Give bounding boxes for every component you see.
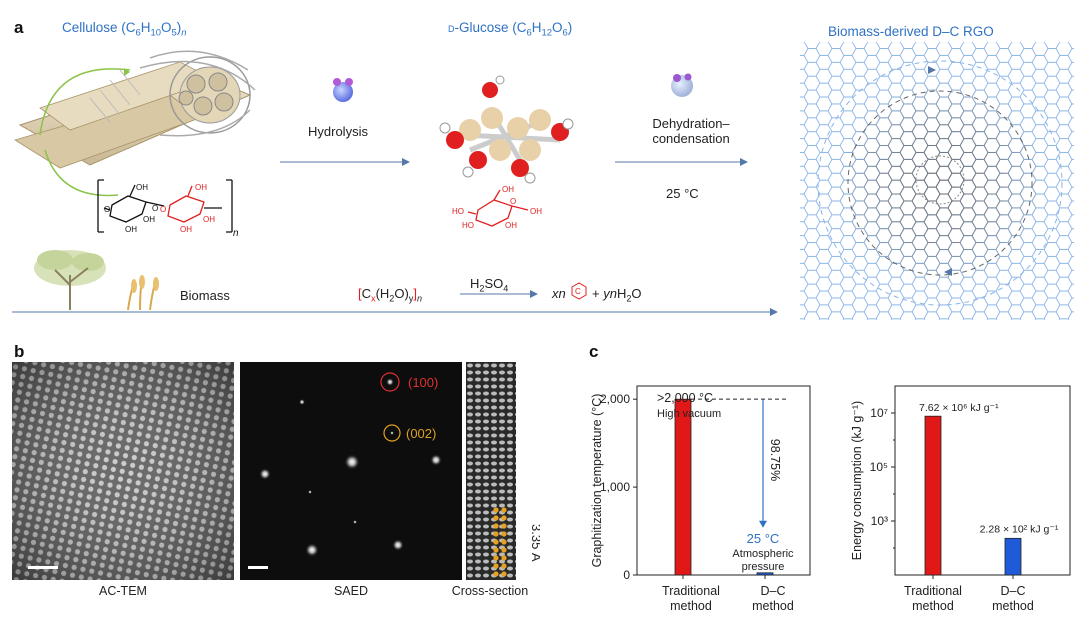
panel-a-letter: a — [14, 18, 24, 37]
svg-text:OH: OH — [530, 207, 542, 216]
svg-text:HO: HO — [452, 207, 464, 216]
glucose-structure — [467, 189, 529, 227]
bar-traditional — [924, 415, 942, 576]
annotation-low-condition: pressure — [742, 561, 785, 573]
biomass-tree-icon — [34, 250, 106, 310]
rgo-title: Biomass-derived D–C RGO — [828, 24, 994, 39]
x-tick-label: method — [912, 599, 954, 613]
acid-label: H2SO4 — [470, 276, 509, 294]
rgo-lattice — [800, 42, 1074, 320]
saed-image: (100) (002) — [240, 362, 462, 580]
x-tick-label: D–C — [760, 584, 785, 598]
panel-b-letter: b — [14, 342, 25, 361]
svg-text:OH: OH — [203, 215, 215, 224]
biomass-arrow — [770, 308, 778, 316]
wheat-icon — [127, 275, 159, 311]
reduction-arrow-head — [759, 520, 767, 528]
spacing-label-wrap: 3.35 Å — [529, 524, 540, 562]
energy-chart: 10³ 10⁵ 10⁷ Energy consumption (kJ g⁻¹) Trad… — [850, 385, 1071, 613]
cellulose-fiber-bundle — [14, 50, 256, 169]
svg-text:O: O — [104, 205, 110, 214]
cellulose-title: Cellulose (C6H10O5)n — [62, 20, 187, 39]
spot-100-label: (100) — [408, 375, 438, 390]
x-tick-label: method — [670, 599, 712, 613]
svg-text:O: O — [510, 197, 516, 206]
svg-text:HO: HO — [462, 221, 474, 230]
annotation-top-value: >2,000 °C — [657, 391, 713, 405]
carbon-hexagon-icon — [571, 282, 587, 300]
svg-text:OH: OH — [195, 183, 207, 192]
y-tick-label: 10³ — [871, 514, 888, 528]
hydrolysis-arrow — [402, 158, 410, 166]
oh-label: OH — [125, 225, 137, 234]
annotation-reduction: 98.75% — [768, 439, 782, 481]
glucose-title: D-Glucose (C6H12O6) — [448, 20, 573, 39]
caption-saed: SAED — [333, 584, 369, 598]
spot-002-label: (002) — [406, 426, 436, 441]
ac-tem-image — [12, 362, 234, 580]
hydrolysis-label: Hydrolysis — [308, 124, 368, 139]
data-label-traditional: 7.62 × 10⁶ kJ g⁻¹ — [919, 402, 999, 414]
bar-traditional — [674, 398, 692, 576]
product-label: xn — [552, 286, 566, 301]
svg-text:O: O — [160, 205, 166, 214]
svg-text:O: O — [152, 204, 158, 213]
x-tick-label: Traditional — [662, 584, 720, 598]
svg-text:C: C — [575, 287, 581, 296]
bar-dc — [756, 572, 774, 576]
water-product-label: + ynH2O — [592, 286, 642, 304]
data-label-dc: 2.28 × 10² kJ g⁻¹ — [980, 523, 1059, 535]
y-tick-label: 10⁵ — [870, 460, 888, 474]
h2so4-arrow — [530, 290, 538, 298]
scale-bar — [248, 566, 268, 569]
annotation-low-value: 25 °C — [747, 531, 780, 546]
dehydration-label: Dehydration– condensation — [652, 116, 730, 146]
caption-ac-tem: AC-TEM — [99, 584, 147, 598]
cellulose-structure — [97, 179, 233, 233]
svg-text:OH: OH — [502, 185, 514, 194]
y-tick-label: 2,000 — [600, 392, 630, 406]
glucose-molecule — [439, 75, 574, 184]
y-tick-label: 10⁷ — [870, 406, 888, 420]
oh-label: OH — [143, 215, 155, 224]
x-tick-label: D–C — [1000, 584, 1025, 598]
plot-frame — [636, 385, 811, 576]
annotation-low-condition: Atmospheric — [732, 548, 794, 560]
panel-a-graphics: OH OH OH O O OH OH O OH n — [12, 42, 1074, 320]
water-drop-icon — [333, 82, 353, 102]
x-tick-label: method — [992, 599, 1034, 613]
y-axis-label: Graphitization temperature (°C) — [590, 394, 604, 568]
y-tick-label: 0 — [623, 568, 630, 582]
y-axis-label: Energy consumption (kJ g⁻¹) — [850, 401, 864, 560]
polymer-n: n — [233, 228, 239, 239]
formula-label: [Cx(H2O)y]n — [358, 286, 423, 304]
spot-100-marker — [380, 372, 400, 392]
annotation-top-condition: High vacuum — [657, 408, 721, 420]
spacing-label: 3.35 Å — [529, 524, 540, 562]
condensation-arrow — [740, 158, 748, 166]
x-tick-label: Traditional — [904, 584, 962, 598]
oh-label: OH — [136, 183, 148, 192]
temperature-label: 25 °C — [666, 186, 699, 201]
panel-c-letter: c — [589, 342, 599, 361]
svg-text:OH: OH — [505, 221, 517, 230]
y-tick-label: 1,000 — [600, 480, 630, 494]
bar-dc — [1004, 537, 1022, 576]
plot-frame — [894, 385, 1071, 576]
caption-cross-section: Cross-section — [451, 584, 529, 598]
biomass-label: Biomass — [180, 288, 230, 303]
x-tick-label: method — [752, 599, 794, 613]
spot-002-marker — [383, 424, 401, 442]
cross-section-image — [466, 362, 516, 580]
scale-bar — [28, 566, 58, 569]
svg-text:OH: OH — [180, 225, 192, 234]
